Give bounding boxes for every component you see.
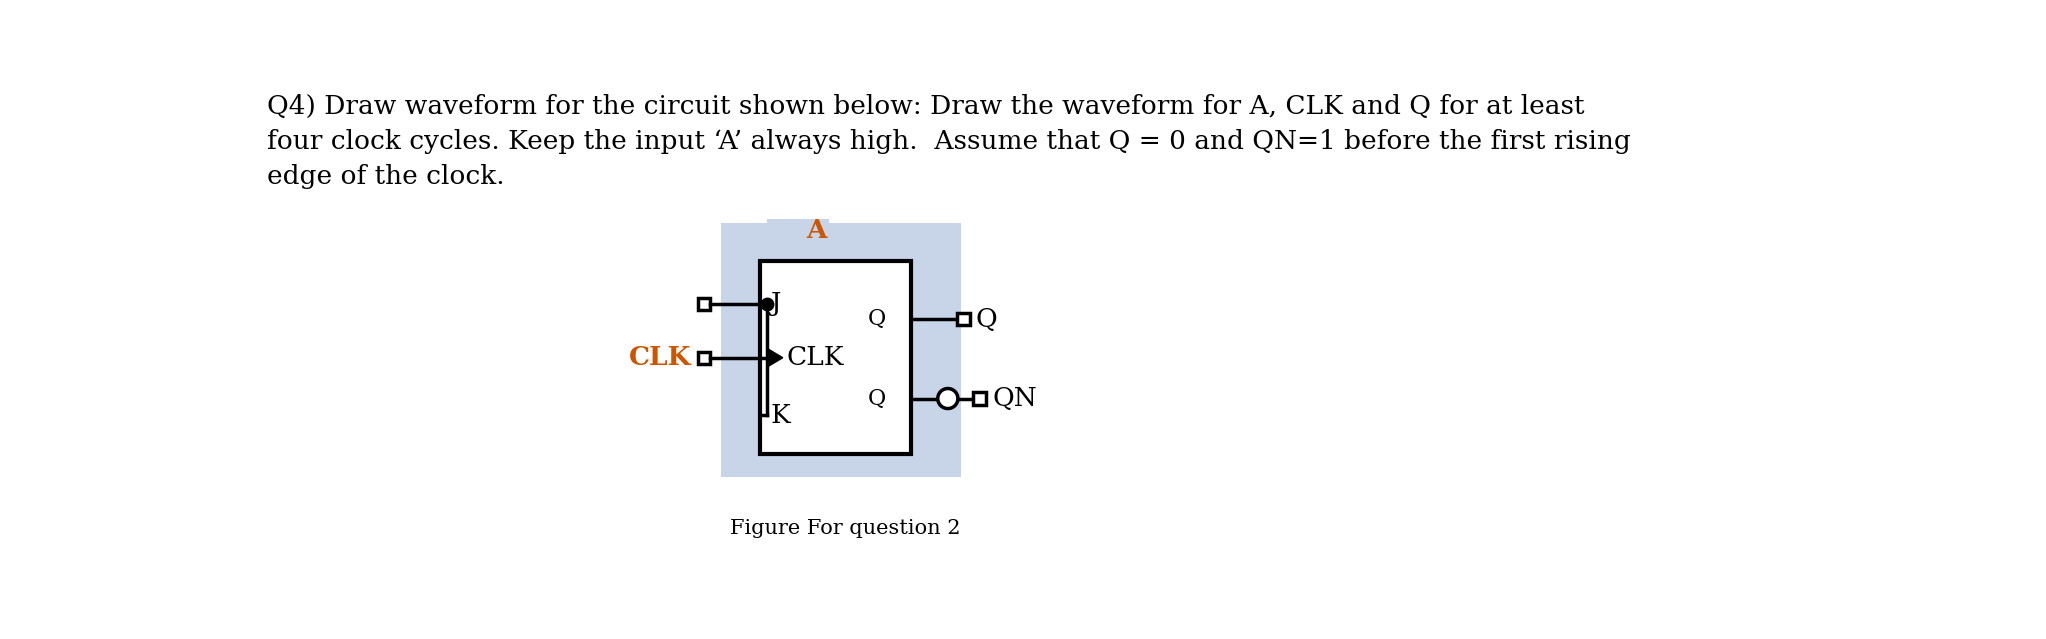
Circle shape	[937, 389, 958, 408]
Text: CLK: CLK	[786, 345, 845, 370]
Text: Figure For question 2: Figure For question 2	[730, 520, 960, 539]
Text: edge of the clock.: edge of the clock.	[268, 164, 505, 189]
Polygon shape	[767, 348, 784, 367]
Bar	[958, 313, 970, 325]
Text: J: J	[771, 291, 782, 316]
Text: CLK: CLK	[628, 345, 692, 370]
Text: Q4) Draw waveform for the circuit shown below: Draw the waveform for A, CLK and : Q4) Draw waveform for the circuit shown …	[268, 94, 1586, 119]
Bar	[698, 298, 710, 310]
Bar	[974, 392, 986, 404]
Text: four clock cycles. Keep the input ‘A’ always high.  Assume that Q = 0 and QN=1 b: four clock cycles. Keep the input ‘A’ al…	[268, 129, 1631, 154]
Bar	[767, 219, 829, 231]
Text: K: K	[771, 403, 790, 428]
Bar	[698, 351, 710, 364]
Text: A: A	[806, 218, 827, 243]
Text: Q: Q	[868, 387, 886, 410]
Text: Q: Q	[868, 308, 886, 330]
Text: Q: Q	[976, 307, 998, 332]
Text: QN: QN	[992, 386, 1037, 411]
Bar	[720, 223, 962, 477]
Bar	[759, 261, 910, 454]
